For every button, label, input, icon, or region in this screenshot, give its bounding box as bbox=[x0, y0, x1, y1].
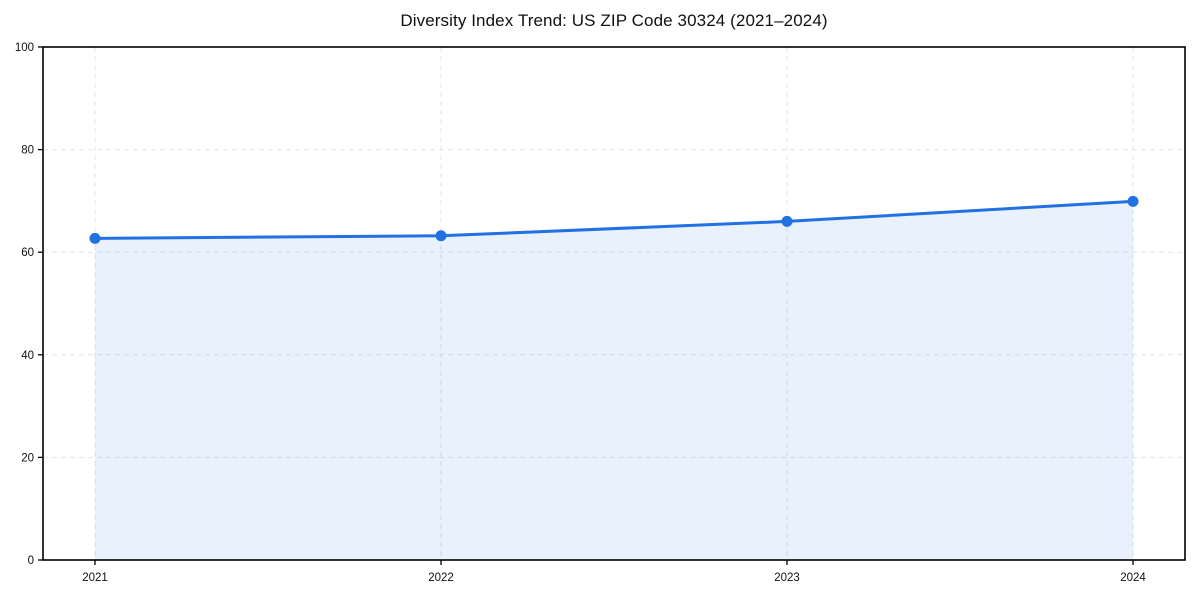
x-tick-label: 2021 bbox=[82, 572, 108, 584]
data-point-marker bbox=[1127, 195, 1139, 207]
data-point-marker bbox=[89, 232, 101, 244]
y-tick-label: 20 bbox=[21, 452, 34, 464]
y-tick-label: 40 bbox=[21, 350, 34, 362]
y-tick-label: 0 bbox=[28, 555, 34, 567]
y-tick-label: 100 bbox=[15, 42, 34, 54]
area-fill bbox=[95, 201, 1133, 560]
x-tick-label: 2023 bbox=[774, 572, 800, 584]
trend-line bbox=[93, 199, 1135, 240]
y-tick-label: 80 bbox=[21, 145, 34, 157]
data-point-marker bbox=[781, 215, 793, 227]
axis-frame bbox=[42, 46, 1186, 561]
x-tick-label: 2024 bbox=[1120, 572, 1146, 584]
x-tick-label: 2022 bbox=[428, 572, 454, 584]
chart-title: Diversity Index Trend: US ZIP Code 30324… bbox=[400, 11, 828, 30]
data-point-marker bbox=[435, 230, 447, 242]
y-tick-label: 60 bbox=[21, 247, 34, 259]
